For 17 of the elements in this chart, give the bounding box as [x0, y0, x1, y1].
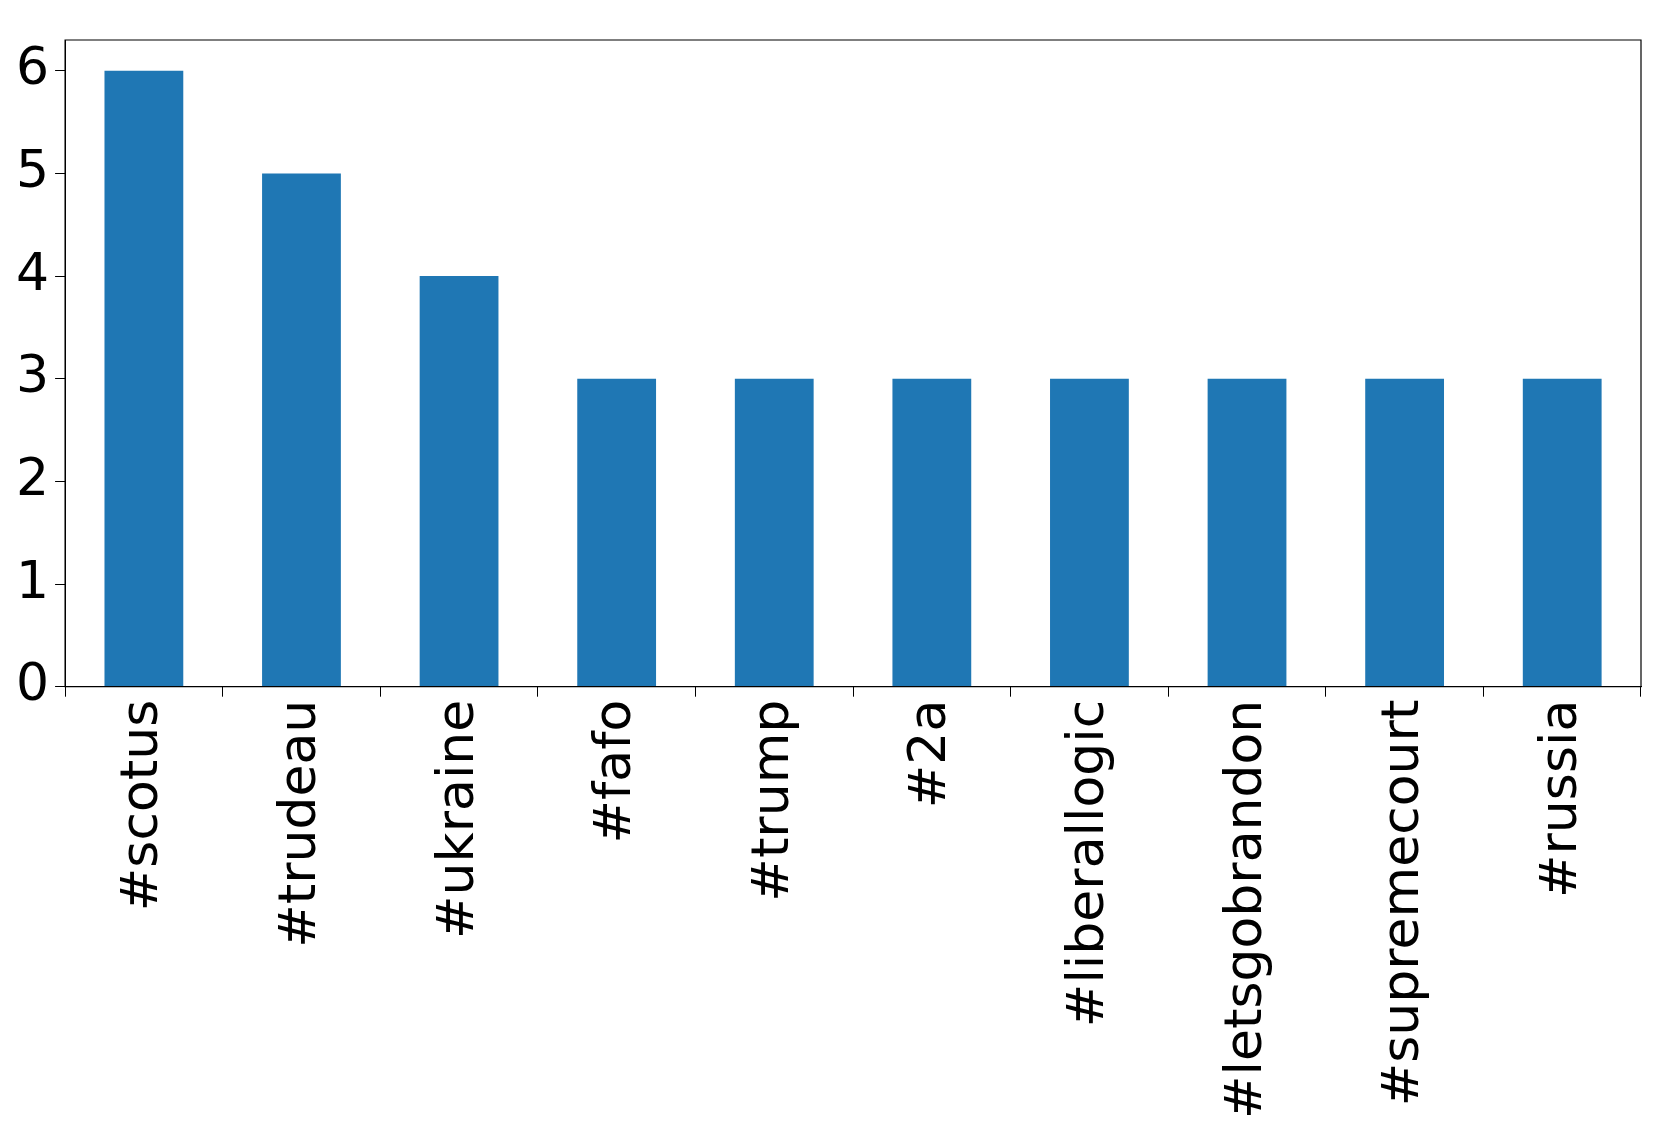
y-tick-label: 3	[15, 344, 50, 405]
y-tick-label: 2	[15, 446, 50, 507]
y-tick-label: 5	[15, 138, 50, 199]
x-tick-label: #trudeau	[266, 699, 327, 948]
y-tick-label: 0	[15, 652, 50, 713]
x-tick-label: #fafo	[582, 699, 643, 844]
x-tick-label: #letsgobrandon	[1212, 699, 1273, 1120]
x-tick-label: #trump	[739, 699, 800, 902]
y-tick-label: 4	[15, 241, 50, 302]
x-tick-label: #liberallogic	[1054, 699, 1115, 1028]
x-tick-label: #russia	[1527, 699, 1588, 899]
x-tick-label: #scotus	[109, 699, 170, 912]
x-tick-label: #ukraine	[424, 699, 485, 939]
x-tick-label: #2a	[897, 699, 958, 809]
y-tick-label: 6	[15, 36, 50, 97]
y-tick-label: 1	[15, 549, 50, 610]
x-tick-label: #supremecourt	[1370, 699, 1431, 1107]
